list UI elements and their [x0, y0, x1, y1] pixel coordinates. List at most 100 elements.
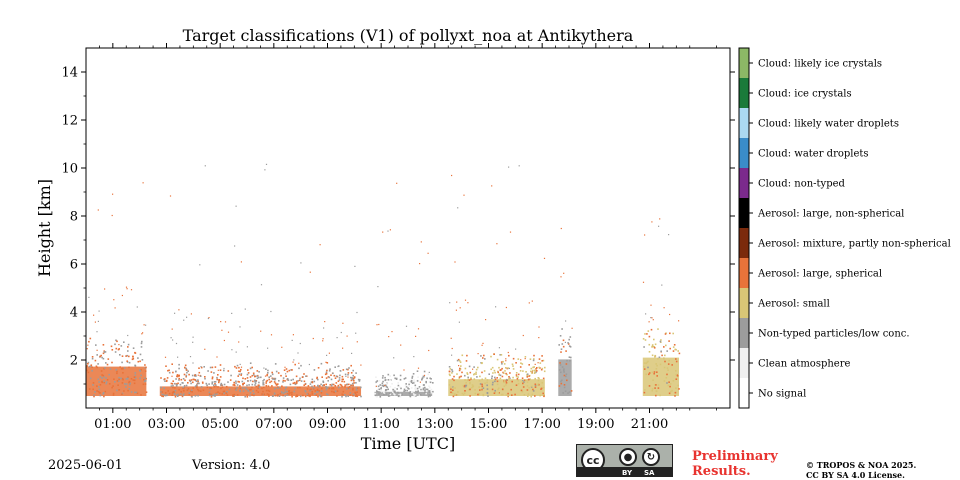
- sparse-point: [141, 333, 143, 335]
- x-tick-label: 11:00: [362, 417, 399, 432]
- speckle: [278, 395, 281, 397]
- x-tick-label: 05:00: [201, 417, 238, 432]
- speckle: [254, 375, 256, 378]
- speckle: [566, 359, 568, 362]
- sparse-point: [223, 367, 225, 370]
- speckle: [466, 379, 469, 382]
- speckle: [349, 392, 352, 394]
- speckle: [194, 379, 197, 381]
- y-tick-label: 6: [70, 258, 78, 273]
- speckle: [327, 393, 329, 396]
- speckle: [181, 395, 184, 398]
- speckle: [477, 393, 479, 396]
- speckle: [496, 380, 499, 383]
- speckle: [96, 354, 98, 356]
- speckle: [494, 371, 496, 374]
- speckle: [174, 382, 176, 385]
- speckle: [461, 392, 464, 395]
- speckle: [643, 391, 646, 394]
- sparse-point: [668, 234, 670, 236]
- speckle: [469, 382, 471, 385]
- sparse-point: [204, 165, 206, 167]
- colorbar-swatch: [739, 108, 749, 138]
- sparse-point: [260, 284, 263, 286]
- speckle: [227, 370, 230, 372]
- sparse-point: [508, 166, 510, 168]
- sparse-point: [265, 163, 268, 165]
- speckle: [244, 387, 247, 389]
- speckle: [531, 385, 533, 388]
- speckle: [334, 390, 337, 393]
- speckle: [511, 394, 513, 396]
- sparse-point: [354, 265, 356, 267]
- speckle: [561, 328, 563, 330]
- speckle: [253, 394, 255, 397]
- sparse-point: [417, 328, 420, 330]
- sparse-point: [308, 363, 310, 366]
- speckle: [668, 381, 670, 383]
- sparse-point: [337, 365, 339, 368]
- speckle: [237, 375, 239, 377]
- speckle: [565, 350, 567, 352]
- speckle: [482, 387, 485, 389]
- speckle: [210, 396, 213, 398]
- speckle: [465, 360, 468, 362]
- speckle: [536, 367, 538, 369]
- speckle: [427, 395, 430, 398]
- sparse-point: [293, 359, 295, 361]
- speckle: [218, 392, 221, 395]
- speckle: [345, 395, 347, 398]
- speckle: [105, 381, 108, 383]
- sparse-point: [531, 300, 533, 302]
- speckle: [168, 369, 170, 372]
- speckle: [648, 385, 651, 387]
- speckle: [279, 386, 281, 389]
- speckle: [182, 387, 184, 390]
- speckle: [430, 388, 433, 391]
- sparse-point: [515, 348, 517, 350]
- speckle: [525, 371, 527, 373]
- speckle: [249, 389, 251, 391]
- speckle: [185, 375, 187, 378]
- speckle: [309, 395, 311, 398]
- sparse-point: [216, 356, 218, 358]
- speckle: [490, 355, 492, 358]
- speckle: [657, 328, 659, 330]
- speckle: [131, 358, 134, 361]
- speckle: [464, 379, 466, 381]
- sparse-point: [560, 276, 562, 278]
- speckle: [563, 368, 565, 370]
- speckle: [271, 373, 274, 376]
- speckle: [651, 388, 654, 390]
- speckle: [469, 388, 471, 391]
- speckle: [93, 395, 95, 398]
- speckle: [316, 391, 318, 393]
- speckle: [91, 366, 93, 368]
- speckle: [91, 370, 93, 372]
- speckle: [494, 389, 496, 392]
- sparse-point: [528, 302, 530, 304]
- speckle: [170, 385, 173, 387]
- speckle: [105, 362, 107, 364]
- sparse-point: [125, 286, 128, 288]
- speckle: [144, 380, 146, 382]
- speckle: [391, 383, 393, 385]
- speckle: [91, 357, 94, 360]
- speckle: [394, 387, 396, 389]
- speckle: [414, 388, 417, 391]
- speckle: [235, 382, 237, 384]
- speckle: [498, 366, 500, 369]
- speckle: [288, 393, 290, 395]
- sparse-point: [113, 299, 115, 301]
- speckle: [284, 395, 286, 397]
- sparse-point: [270, 334, 273, 336]
- speckle: [174, 393, 176, 396]
- speckle: [567, 392, 569, 394]
- speckle: [666, 367, 669, 369]
- speckle: [321, 376, 323, 378]
- speckle: [558, 344, 560, 346]
- colorbar-swatch: [739, 78, 749, 108]
- speckle: [472, 385, 475, 387]
- speckle: [187, 382, 189, 384]
- speckle: [413, 379, 415, 381]
